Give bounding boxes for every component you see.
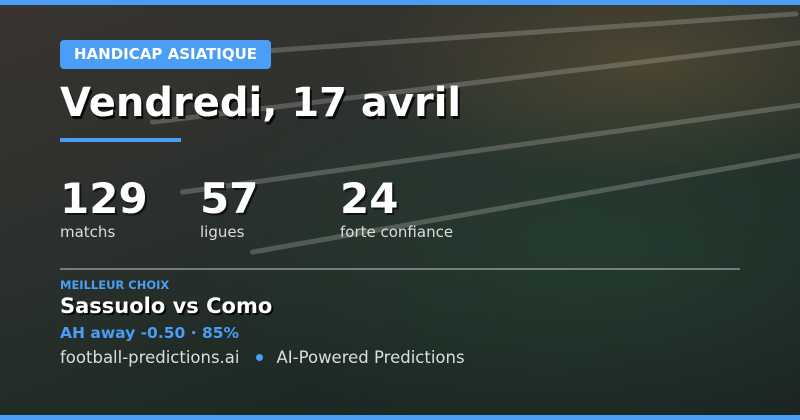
stat-value: 57 — [200, 174, 259, 223]
best-pick-kicker: MEILLEUR CHOIX — [60, 278, 170, 292]
stat-matchs: 129 matchs — [60, 174, 148, 242]
tagline: AI-Powered Predictions — [276, 348, 465, 367]
stat-label: matchs — [60, 223, 116, 241]
stat-label: forte confiance — [340, 223, 454, 241]
bottom-accent-bar — [0, 415, 800, 420]
divider — [60, 268, 740, 270]
stat-value: 24 — [340, 174, 399, 223]
top-accent-bar — [0, 0, 800, 5]
best-pick-match: Sassuolo vs Como — [60, 294, 273, 318]
stat-label: ligues — [200, 223, 245, 241]
bullet-icon — [255, 354, 263, 361]
title-underline — [60, 138, 181, 142]
best-pick-prediction: AH away -0.50 · 85% — [60, 324, 240, 342]
stat-value: 129 — [60, 174, 148, 223]
footer: football-predictions.ai AI-Powered Predi… — [60, 348, 465, 367]
page-title: Vendredi, 17 avril — [60, 80, 462, 126]
stat-forte-confiance: 24 forte confiance — [340, 174, 454, 242]
site-name: football-predictions.ai — [60, 348, 240, 367]
stat-ligues: 57 ligues — [200, 174, 259, 242]
category-badge: HANDICAP ASIATIQUE — [60, 40, 272, 69]
